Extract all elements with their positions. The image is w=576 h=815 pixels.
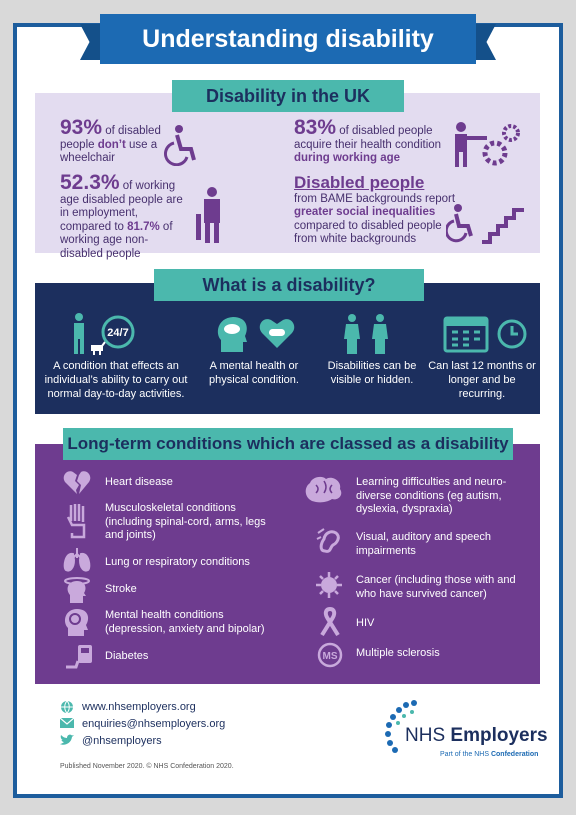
condition-hiv: HIV [356, 617, 375, 629]
header-banner: Understanding disability [80, 14, 496, 64]
svg-text:24/7: 24/7 [107, 327, 128, 339]
stroke-head-icon [64, 577, 90, 603]
definition-day-to-day: A condition that effects an individual’s… [44, 360, 188, 400]
condition-diabetes: Diabetes [105, 650, 149, 662]
stat-wheelchair: 93% of disabled people don’t use a wheel… [60, 116, 161, 164]
twitter-link[interactable]: @nhsemployers [60, 734, 260, 750]
section-title-disability-uk: Disability in the UK [172, 80, 404, 112]
ear-icon [316, 528, 340, 553]
condition-ms: Multiple sclerosis [356, 647, 440, 659]
stat-bame: Disabled people from BAME backgrounds rep… [294, 173, 456, 245]
broken-heart-icon [63, 471, 91, 494]
disability-uk-section [35, 93, 540, 253]
definition-duration: Can last 12 months or longer and be recu… [428, 360, 536, 400]
calendar-icon [443, 316, 489, 353]
definition-visible-hidden: Disabilities can be visible or hidden. [327, 360, 417, 386]
envelope-icon [60, 717, 74, 728]
stat-employment: 52.3% of working age disabled people are… [60, 171, 183, 260]
nhs-confederation-tagline: Part of the NHS Confederation [440, 751, 539, 758]
section-title-conditions: Long-term conditions which are classed a… [63, 428, 525, 460]
nhs-employers-logo-text: NHS Employers [405, 725, 548, 746]
lungs-icon [63, 548, 91, 572]
hiv-ribbon-icon [320, 607, 340, 637]
mental-health-head-icon [65, 609, 89, 636]
heart-pill-icon [259, 319, 295, 348]
email-link[interactable]: enquiries@nhsemployers.org [60, 717, 260, 733]
definition-condition: A mental health or physical condition. [209, 360, 299, 386]
svg-text:MS: MS [323, 651, 338, 662]
clock-icon [497, 319, 527, 349]
head-cloud-icon [217, 317, 247, 352]
skeleton-hand-icon [66, 504, 86, 539]
condition-visual-auditory: Visual, auditory and speech impairments [356, 531, 491, 557]
stat-working-age: 83% of disabled people acquire their hea… [294, 116, 442, 164]
twitter-bird-icon [60, 734, 74, 745]
long-term-conditions-section [35, 444, 540, 684]
condition-mental-health: Mental health conditions (depression, an… [105, 609, 265, 635]
condition-musculoskeletal: Musculoskeletal conditions (including sp… [105, 502, 266, 541]
glucose-meter-icon [66, 645, 92, 669]
condition-heart-disease: Heart disease [105, 476, 173, 488]
wheelchair-stairs-icon [446, 204, 524, 244]
brain-icon [305, 476, 342, 503]
worker-icon [196, 187, 220, 243]
what-is-disability-section [35, 283, 540, 414]
publication-note: Published November 2020. © NHS Confedera… [60, 763, 234, 770]
nhs-employers-logo-dots [385, 700, 417, 753]
person-with-guide-dog-icon [74, 313, 106, 355]
cancer-cell-icon [316, 572, 342, 598]
condition-stroke: Stroke [105, 583, 137, 595]
section-title-what-is: What is a disability? [154, 269, 424, 301]
condition-lung: Lung or respiratory conditions [105, 556, 250, 568]
condition-learning: Learning difficulties and neuro-diverse … [356, 476, 507, 515]
ms-badge-icon: MS [317, 642, 343, 668]
condition-cancer: Cancer (including those with and who hav… [356, 574, 516, 600]
page-title: Understanding disability [142, 25, 434, 53]
person-gears-icon [455, 122, 520, 167]
clock-24-7-icon: 24/7 [101, 315, 135, 349]
globe-icon [61, 700, 73, 714]
wheelchair-icon [164, 125, 196, 166]
two-people-icon [344, 314, 388, 354]
website-link[interactable]: www.nhsemployers.org [60, 700, 260, 716]
